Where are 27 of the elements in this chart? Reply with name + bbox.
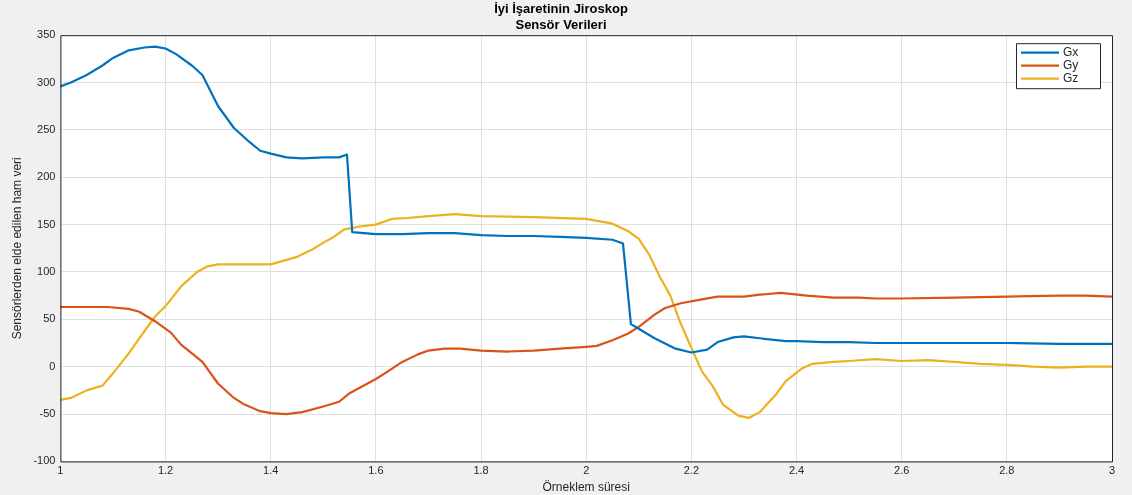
y-tick-label: 350 — [37, 28, 56, 41]
x-tick-label: 1.4 — [263, 464, 279, 477]
x-tick-label: 1.2 — [157, 464, 174, 477]
x-tick-label: 2.2 — [683, 464, 700, 477]
y-tick-label: -50 — [39, 407, 56, 420]
y-tick-label: 150 — [37, 217, 56, 230]
y-tick-label: 100 — [37, 265, 56, 278]
y-axis-title: Sensörlerden elde edilen ham veri — [9, 157, 24, 340]
legend-label: Gz — [1063, 71, 1079, 86]
legend-label: Gy — [1063, 58, 1079, 73]
x-tick-label: 2.4 — [788, 464, 805, 477]
y-tick-label: 200 — [37, 170, 56, 183]
y-tick-label: -100 — [33, 454, 56, 467]
y-tick-label: 300 — [37, 75, 56, 88]
x-axis-title: Örneklem süresi — [542, 480, 630, 495]
y-tick-label: 0 — [49, 359, 56, 372]
x-tick-label: 1 — [57, 464, 64, 477]
x-tick-label: 2 — [583, 464, 590, 477]
x-tick-label: 1.6 — [368, 464, 384, 477]
y-tick-label: 50 — [43, 312, 56, 325]
x-tick-label: 2.8 — [999, 464, 1015, 477]
chart-title: İyi İşaretinin Jiroskop Sensör Verileri — [494, 1, 628, 32]
x-tick-label: 3 — [1108, 464, 1116, 477]
legend-label: Gx — [1063, 45, 1079, 60]
x-tick-label: 2.6 — [894, 464, 910, 477]
x-tick-label: 1.8 — [473, 464, 489, 477]
y-tick-label: 250 — [37, 122, 56, 135]
